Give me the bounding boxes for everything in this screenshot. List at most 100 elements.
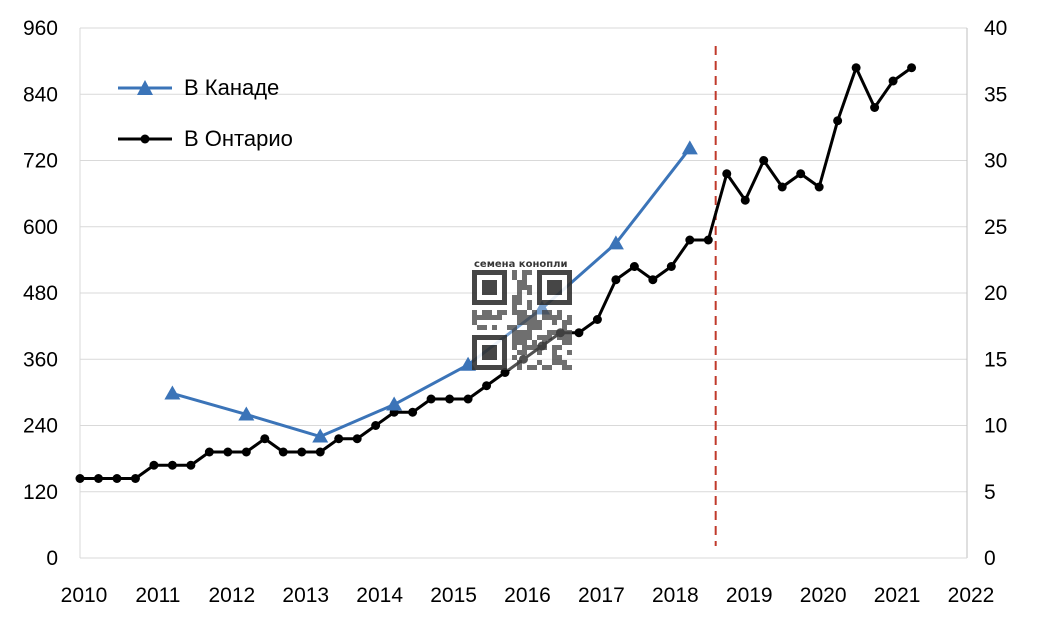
ontario-point xyxy=(315,447,325,457)
qr-module xyxy=(512,295,517,300)
y-left-tick-label: 840 xyxy=(23,83,58,106)
qr-module xyxy=(512,355,517,360)
qr-module xyxy=(537,350,542,355)
qr-module xyxy=(522,270,527,275)
ontario-point xyxy=(685,235,695,245)
x-tick-label: 2011 xyxy=(135,584,180,607)
y-right-tick-label: 15 xyxy=(984,348,1007,371)
qr-module xyxy=(562,330,567,335)
qr-module xyxy=(552,345,557,350)
y-right-tick-label: 30 xyxy=(984,150,1007,173)
ontario-point xyxy=(851,63,861,73)
qr-module xyxy=(552,355,557,360)
ontario-point xyxy=(814,182,824,192)
qr-module xyxy=(567,320,572,325)
qr-finder-core xyxy=(547,280,562,295)
qr-module xyxy=(552,350,557,355)
qr-module xyxy=(567,340,572,345)
qr-module xyxy=(532,340,537,345)
canada-point xyxy=(681,140,698,155)
qr-module xyxy=(552,320,557,325)
qr-module xyxy=(557,360,562,365)
canada-point xyxy=(164,385,181,400)
qr-module xyxy=(527,315,532,320)
qr-module xyxy=(482,315,487,320)
qr-module xyxy=(472,310,477,315)
ontario-point xyxy=(611,275,621,285)
watermark-text: семена конопли xyxy=(474,259,567,270)
qr-module xyxy=(517,280,522,285)
qr-module xyxy=(527,330,532,335)
qr-module xyxy=(522,350,527,355)
qr-module xyxy=(522,335,527,340)
ontario-point xyxy=(833,116,843,126)
qr-module xyxy=(517,290,522,295)
y-left-tick-label: 360 xyxy=(23,348,58,371)
qr-module xyxy=(547,310,552,315)
qr-module xyxy=(517,360,522,365)
ontario-point xyxy=(112,474,122,483)
qr-module xyxy=(512,340,517,345)
qr-module xyxy=(552,315,557,320)
ontario-point xyxy=(426,394,436,404)
qr-module xyxy=(517,285,522,290)
qr-module xyxy=(542,365,547,370)
qr-module xyxy=(562,335,567,340)
qr-module xyxy=(502,310,507,315)
qr-module xyxy=(527,345,532,350)
qr-module xyxy=(542,310,547,315)
qr-module xyxy=(557,335,562,340)
ontario-point xyxy=(777,182,787,192)
qr-module xyxy=(542,335,547,340)
qr-module xyxy=(527,305,532,310)
qr-module xyxy=(517,335,522,340)
legend-item-ontario: В Онтарио xyxy=(118,126,293,151)
qr-module xyxy=(562,340,567,345)
qr-module xyxy=(527,325,532,330)
ontario-point xyxy=(574,328,584,338)
qr-module xyxy=(557,345,562,350)
legend-canada-marker xyxy=(137,80,153,95)
qr-module xyxy=(537,325,542,330)
ontario-point xyxy=(149,460,159,470)
qr-module xyxy=(562,325,567,330)
ontario-point xyxy=(445,394,455,404)
ontario-point xyxy=(297,447,307,457)
qr-module xyxy=(537,320,542,325)
ontario-point xyxy=(629,262,639,271)
y-right-tick-label: 25 xyxy=(984,216,1007,239)
x-tick-label: 2012 xyxy=(208,584,255,607)
series-ontario xyxy=(75,63,917,483)
y-right-tick-label: 10 xyxy=(984,415,1007,438)
qr-module xyxy=(522,275,527,280)
qr-module xyxy=(512,345,517,350)
qr-module xyxy=(517,310,522,315)
ontario-point xyxy=(371,421,381,430)
y-left-tick-label: 480 xyxy=(23,282,58,305)
ontario-point xyxy=(75,474,85,483)
qr-module xyxy=(552,330,557,335)
qr-module xyxy=(562,360,567,365)
y-right-tick-label: 40 xyxy=(984,17,1007,40)
qr-module xyxy=(532,310,537,315)
ontario-point xyxy=(870,103,880,112)
legend-item-canada: В Канаде xyxy=(118,75,279,100)
qr-module xyxy=(517,340,522,345)
qr-module xyxy=(557,355,562,360)
x-tick-label: 2019 xyxy=(726,584,773,607)
x-tick-label: 2015 xyxy=(430,584,477,607)
qr-module xyxy=(522,320,527,325)
qr-module xyxy=(557,310,562,315)
legend: В Канаде В Онтарио xyxy=(118,75,293,151)
y-axis-right-ticks: 0 5 10 15 20 25 30 35 40 xyxy=(984,17,1007,570)
ontario-point xyxy=(482,381,492,391)
ontario-point xyxy=(186,460,196,470)
qr-module xyxy=(562,365,567,370)
qr-module xyxy=(482,310,487,315)
qr-module xyxy=(472,315,477,320)
x-tick-label: 2017 xyxy=(578,584,625,607)
canada-point xyxy=(386,396,403,411)
y-right-tick-label: 20 xyxy=(984,282,1007,305)
qr-module xyxy=(497,310,502,315)
